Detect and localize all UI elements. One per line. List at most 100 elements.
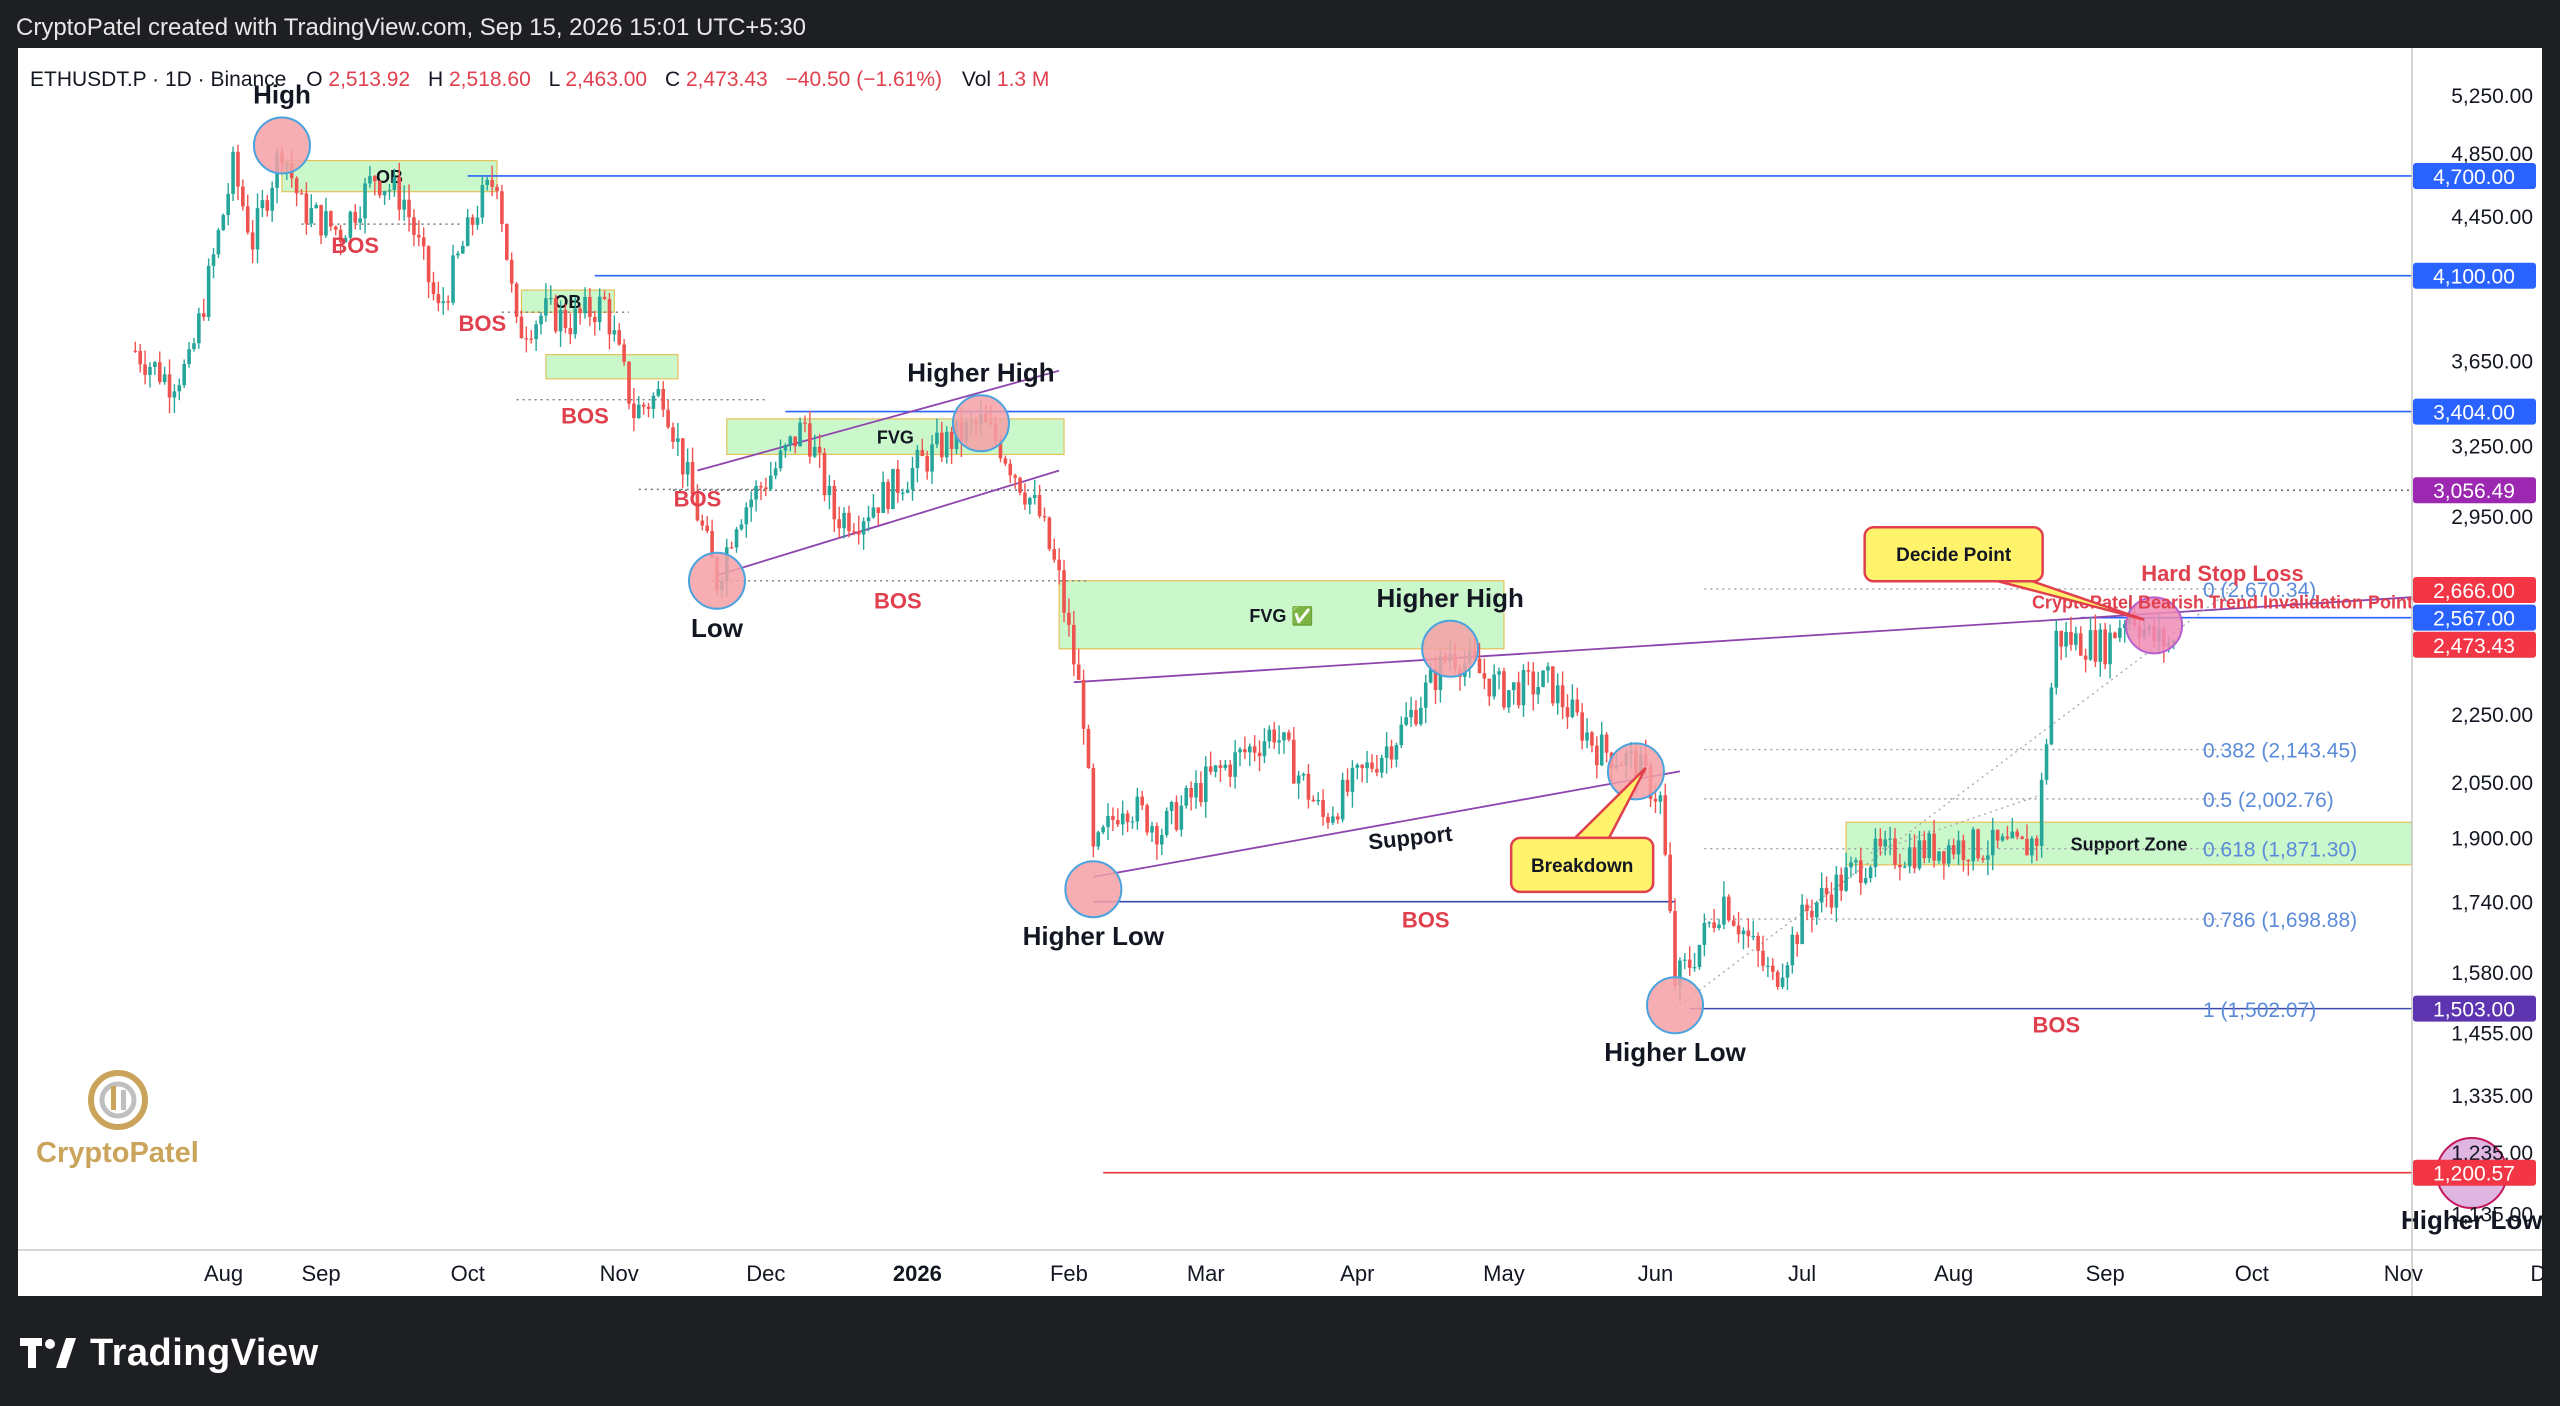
candle-body-397 <box>2074 633 2078 645</box>
price-tag-label-1: 4,100.00 <box>2433 266 2515 289</box>
candle-body-109 <box>666 409 670 428</box>
candle-body-288 <box>1541 670 1545 687</box>
candle-body-375 <box>1966 860 1971 862</box>
callout-text-1: Breakdown <box>1531 856 1633 877</box>
candle-body-17 <box>216 230 221 255</box>
candle-body-134 <box>788 436 793 445</box>
candle-body-100 <box>622 344 626 362</box>
horizontal-lines-layer: 0 (2,670.34) 0.382 (2,143.45) 0.5 (2,002.7… <box>301 175 2412 1174</box>
candle-body-357 <box>1878 838 1883 847</box>
pivot-circle-4 <box>1421 619 1480 678</box>
candle-body-390 <box>2039 779 2044 846</box>
candle-body-129 <box>764 487 768 490</box>
candle-body-287 <box>1536 686 1540 695</box>
price-chart[interactable]: OB OB FVG FVG ✅ Support Zone 0 (2,670.34) 0.3… <box>18 48 2542 1296</box>
candle-body-350 <box>1844 867 1848 891</box>
fib-label-0: 0 (2,670.34) <box>2203 579 2316 602</box>
candle-body-361 <box>1898 864 1902 868</box>
candle-body-153 <box>881 481 885 513</box>
candle-body-191 <box>1067 612 1071 625</box>
pivot-label-2: Higher High <box>907 357 1054 387</box>
annotation-9: CryptoPatel Bearish Trend Invalidation P… <box>2032 592 2413 612</box>
candle-body-373 <box>1956 840 1961 855</box>
price-tag-bg-7 <box>2413 995 2536 1022</box>
candle-body-316 <box>1678 960 1682 986</box>
candle-body-106 <box>651 395 656 409</box>
candle-body-245 <box>1331 816 1335 823</box>
candle-body-330 <box>1746 930 1751 937</box>
candle-body-10 <box>182 363 186 386</box>
x-tick-label-8: Apr <box>1340 1261 1374 1286</box>
candle-body-118 <box>710 530 714 558</box>
x-tick-label-13: Sep <box>2086 1261 2125 1286</box>
time-axis[interactable]: Aug Sep Oct Nov Dec 2026 Feb Mar Apr May Jun Jul Aug… <box>204 1261 2542 1286</box>
candle-body-254 <box>1375 768 1379 773</box>
candle-body-346 <box>1824 887 1829 895</box>
candle-body-94 <box>592 316 597 323</box>
candle-body-189 <box>1057 559 1061 571</box>
price-axis[interactable]: 5,250.00 4,850.00 4,450.00 3,650.00 3,250.00… <box>2451 85 2533 1227</box>
candle-body-58 <box>417 234 421 238</box>
candle-body-122 <box>729 547 734 549</box>
candle-body-319 <box>1692 967 1697 969</box>
candle-body-152 <box>876 507 881 513</box>
candle-body-388 <box>2030 838 2034 856</box>
price-tag-bg-3 <box>2413 477 2536 504</box>
candle-body-292 <box>1560 685 1565 708</box>
candle-body-131 <box>773 468 778 476</box>
price-tag-bg-5 <box>2413 604 2536 631</box>
candle-body-24 <box>250 232 255 250</box>
candle-body-54 <box>397 177 402 210</box>
candle-body-351 <box>1849 862 1853 868</box>
candle-body-88 <box>563 309 568 328</box>
candle-body-392 <box>2049 687 2054 745</box>
candle-body-358 <box>1883 839 1888 847</box>
candle-body-138 <box>808 423 812 457</box>
candle-body-322 <box>1707 922 1712 924</box>
pivot-label-8: Higher Low <box>2401 1205 2542 1235</box>
price-tag-label-3: 3,056.49 <box>2433 480 2515 503</box>
candle-body-228 <box>1247 746 1252 753</box>
candle-body-183 <box>1028 498 1032 505</box>
candle-body-3 <box>148 366 152 375</box>
trendline-4 <box>1674 588 2233 1010</box>
candle-body-72 <box>485 179 490 186</box>
candle-body-380 <box>1990 829 1995 856</box>
candle-body-393 <box>2054 630 2059 688</box>
candle-body-238 <box>1296 775 1301 784</box>
candle-body-149 <box>861 521 866 535</box>
candle-body-407 <box>2122 624 2127 628</box>
y-tick-label-3: 3,650.00 <box>2451 351 2533 374</box>
candle-body-135 <box>793 436 797 447</box>
candle-body-291 <box>1555 685 1560 704</box>
price-tag-label-0: 4,700.00 <box>2433 166 2515 189</box>
candle-body-90 <box>573 308 578 335</box>
candle-body-356 <box>1873 838 1878 868</box>
candle-body-232 <box>1267 729 1272 742</box>
candle-body-283 <box>1516 682 1521 706</box>
y-tick-label-6: 2,250.00 <box>2451 704 2533 727</box>
candle-body-5 <box>157 362 162 383</box>
candle-body-117 <box>705 525 710 531</box>
candle-body-103 <box>636 404 641 419</box>
svg-text:ETHUSDT.P · 1D · Binance: ETHUSDT.P · 1D · Binance O 2,513.92 H 2,… <box>30 68 1049 91</box>
tradingview-brand: TradingView <box>90 1331 319 1374</box>
candle-body-297 <box>1585 732 1589 741</box>
cryptopatel-watermark: CryptoPatel <box>36 1070 199 1169</box>
candle-body-352 <box>1854 860 1858 863</box>
candle-body-282 <box>1511 682 1516 691</box>
candle-body-67 <box>461 245 465 254</box>
pivot-label-3: Higher Low <box>1023 921 1165 951</box>
candle-body-285 <box>1526 670 1531 672</box>
candle-body-265 <box>1428 669 1433 683</box>
candle-body-65 <box>451 255 455 303</box>
candle-body-137 <box>803 422 807 424</box>
chart-frame[interactable]: OB OB FVG FVG ✅ Support Zone 0 (2,670.34) 0.3… <box>18 48 2542 1296</box>
candle-body-205 <box>1135 796 1140 822</box>
pivot-label-6: Higher Low <box>1604 1037 1746 1067</box>
candle-body-252 <box>1365 762 1369 769</box>
candle-body-387 <box>2025 838 2029 856</box>
candle-body-312 <box>1658 795 1663 802</box>
candle-body-115 <box>695 494 700 521</box>
candle-body-15 <box>206 265 211 318</box>
